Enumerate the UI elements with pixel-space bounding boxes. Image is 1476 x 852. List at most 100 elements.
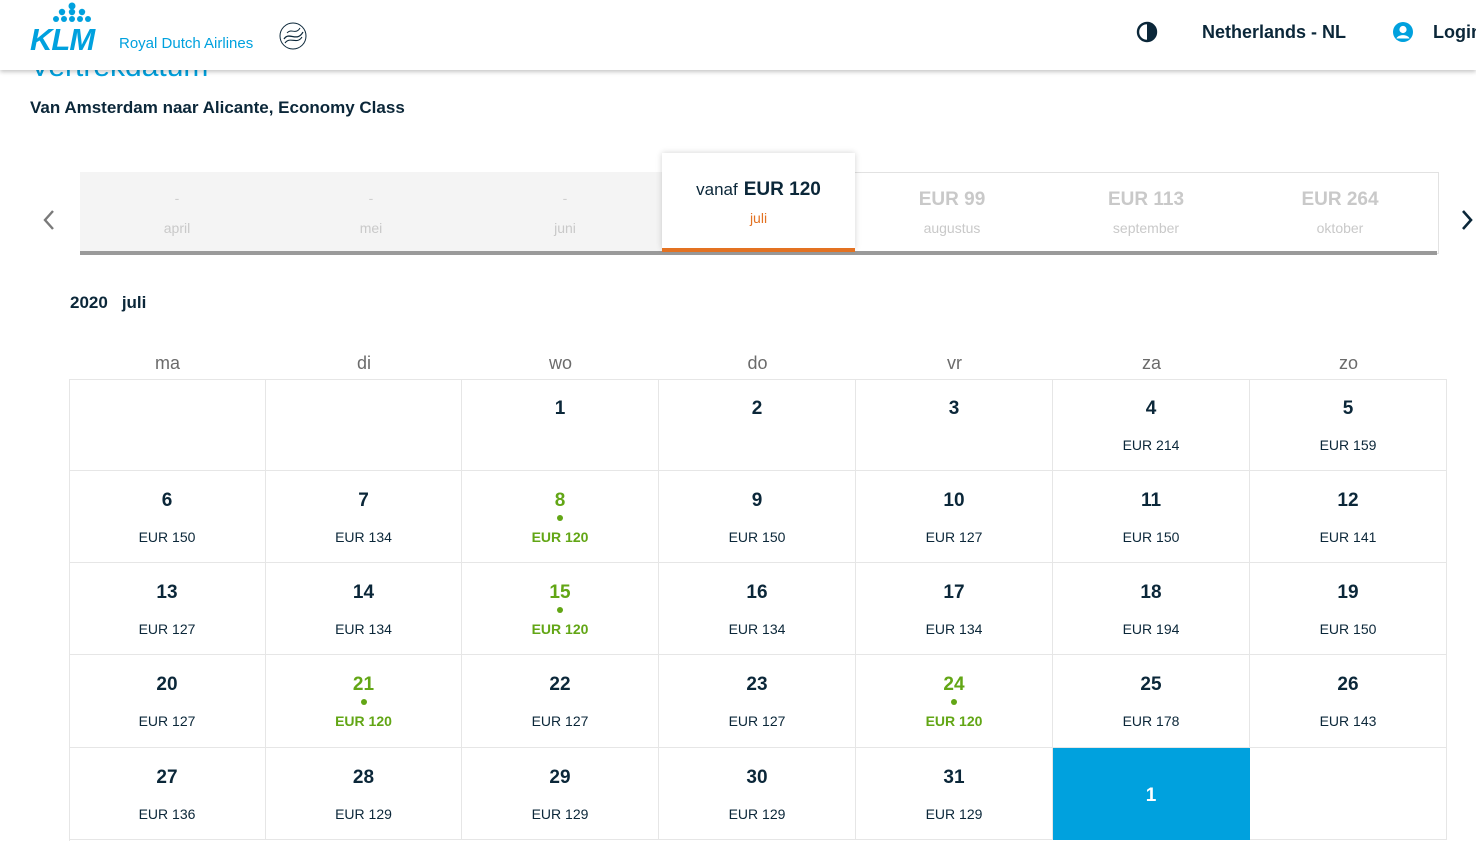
calendar-day[interactable]: 1 (462, 379, 659, 471)
day-number: 12 (1337, 490, 1359, 511)
day-number: 31 (943, 767, 965, 788)
month-price: EUR 264 (1301, 189, 1379, 210)
day-price: EUR 127 (728, 713, 786, 729)
month-tab-juli[interactable]: vanaf EUR 120 juli (662, 153, 855, 252)
calendar-day[interactable]: 30 EUR 129 (659, 748, 856, 840)
day-price: EUR 194 (1122, 621, 1180, 637)
site-header: KLM Royal Dutch Airlines Netherlands - N… (0, 0, 1476, 70)
chevron-left-icon[interactable] (41, 209, 57, 231)
calendar-year: 2020 (70, 293, 108, 312)
calendar-day[interactable]: 21 EUR 120 (266, 655, 462, 748)
month-tab-oktober[interactable]: EUR 264 oktober (1243, 172, 1437, 252)
day-number: 14 (352, 582, 375, 603)
weekday-header: ma (154, 353, 180, 373)
skyteam-icon (279, 22, 307, 50)
calendar-day[interactable]: 8 EUR 120 (462, 471, 659, 563)
calendar-day[interactable]: 29 EUR 129 (462, 748, 659, 840)
chevron-right-icon[interactable] (1459, 209, 1475, 231)
day-price: EUR 127 (138, 713, 196, 729)
day-number: 18 (1140, 582, 1162, 603)
month-from-price: vanaf EUR 120 (662, 179, 855, 201)
day-price: EUR 150 (1319, 621, 1377, 637)
calendar-day[interactable]: 13 EUR 127 (69, 563, 266, 655)
day-price: EUR 120 (925, 713, 983, 729)
day-number: 20 (156, 674, 178, 695)
month-tab-mei: - mei (274, 172, 468, 252)
day-number: 30 (746, 767, 768, 788)
calendar-day[interactable]: 31 EUR 129 (856, 748, 1053, 840)
calendar-day[interactable]: 14 EUR 134 (266, 563, 462, 655)
day-number: 24 (943, 674, 965, 695)
calendar-day[interactable]: 25 EUR 178 (1053, 655, 1250, 748)
brand-name: KLM (30, 22, 95, 57)
from-label: vanaf (696, 180, 738, 199)
day-number: 10 (943, 490, 965, 511)
day-price: EUR 134 (728, 621, 786, 637)
calendar-day[interactable]: 15 EUR 120 (462, 563, 659, 655)
month-tab-april: - april (80, 172, 274, 252)
calendar-day[interactable]: 17 EUR 134 (856, 563, 1053, 655)
calendar-day[interactable]: 12 EUR 141 (1250, 471, 1447, 563)
calendar-day[interactable]: 27 EUR 136 (69, 748, 266, 840)
day-number: 22 (549, 674, 571, 695)
day-price: EUR 141 (1319, 529, 1377, 545)
calendar-day[interactable]: 9 EUR 150 (659, 471, 856, 563)
calendar-day[interactable]: 22 EUR 127 (462, 655, 659, 748)
day-price: EUR 129 (335, 806, 392, 822)
calendar-day[interactable]: 2 (659, 379, 856, 471)
calendar-day[interactable]: 20 EUR 127 (69, 655, 266, 748)
day-price: EUR 134 (335, 529, 392, 545)
calendar-day[interactable]: 4 EUR 214 (1053, 379, 1250, 471)
contrast-icon[interactable] (1136, 21, 1158, 43)
month-name: juli (749, 210, 768, 226)
day-price: EUR 129 (728, 806, 786, 822)
month-price: - (562, 190, 568, 206)
month-name: oktober (1316, 220, 1364, 236)
calendar-day[interactable]: 18 EUR 194 (1053, 563, 1250, 655)
calendar-day[interactable]: 10 EUR 127 (856, 471, 1053, 563)
calendar-day[interactable]: 6 EUR 150 (69, 471, 266, 563)
calendar-day[interactable]: 23 EUR 127 (659, 655, 856, 748)
day-number: 16 (746, 582, 768, 603)
calendar-day[interactable]: 24 EUR 120 (856, 655, 1053, 748)
day-number: 11 (1140, 490, 1162, 511)
day-price: EUR 127 (925, 529, 983, 545)
calendar-day[interactable]: 3 (856, 379, 1053, 471)
brand-subtitle: Royal Dutch Airlines (119, 35, 254, 52)
klm-logo[interactable]: KLM Royal Dutch Airlines (30, 2, 270, 58)
weekday-header: wo (548, 353, 572, 373)
calendar-day[interactable]: 7 EUR 134 (266, 471, 462, 563)
day-number: 6 (161, 490, 173, 511)
day-number: 23 (746, 674, 768, 695)
day-number: 4 (1145, 398, 1157, 419)
month-tab-augustus[interactable]: EUR 99 augustus (855, 172, 1049, 252)
day-price: EUR 129 (925, 806, 983, 822)
weekday-header: za (1141, 353, 1161, 373)
calendar-day[interactable]: 16 EUR 134 (659, 563, 856, 655)
day-price: EUR 127 (531, 713, 589, 729)
day-price: EUR 214 (1122, 437, 1180, 453)
day-number: 21 (352, 674, 375, 695)
calendar-day[interactable]: 11 EUR 150 (1053, 471, 1250, 563)
month-tab-september[interactable]: EUR 113 september (1049, 172, 1243, 252)
day-number: 27 (156, 767, 178, 788)
day-number: 25 (1140, 674, 1162, 695)
country-selector[interactable]: Netherlands - NL (1202, 22, 1347, 42)
month-carousel-disabled-area (80, 172, 662, 252)
calendar-day[interactable]: 28 EUR 129 (266, 748, 462, 840)
day-number: 3 (948, 398, 960, 419)
calendar-day[interactable]: 26 EUR 143 (1250, 655, 1447, 748)
lowest-price-dot-icon (557, 515, 563, 521)
login-label: Login (1433, 22, 1476, 42)
next-month-tile[interactable]: 1 (1053, 748, 1250, 840)
day-number: 9 (751, 490, 763, 511)
day-number: 5 (1342, 398, 1354, 419)
day-price: EUR 134 (335, 621, 392, 637)
month-price: - (368, 190, 374, 206)
day-price: EUR 127 (138, 621, 196, 637)
calendar-day[interactable]: 19 EUR 150 (1250, 563, 1447, 655)
day-number: 7 (358, 490, 369, 511)
calendar-day[interactable]: 5 EUR 159 (1250, 379, 1447, 471)
month-carousel-underline (80, 251, 1437, 255)
day-price: EUR 120 (335, 713, 392, 729)
